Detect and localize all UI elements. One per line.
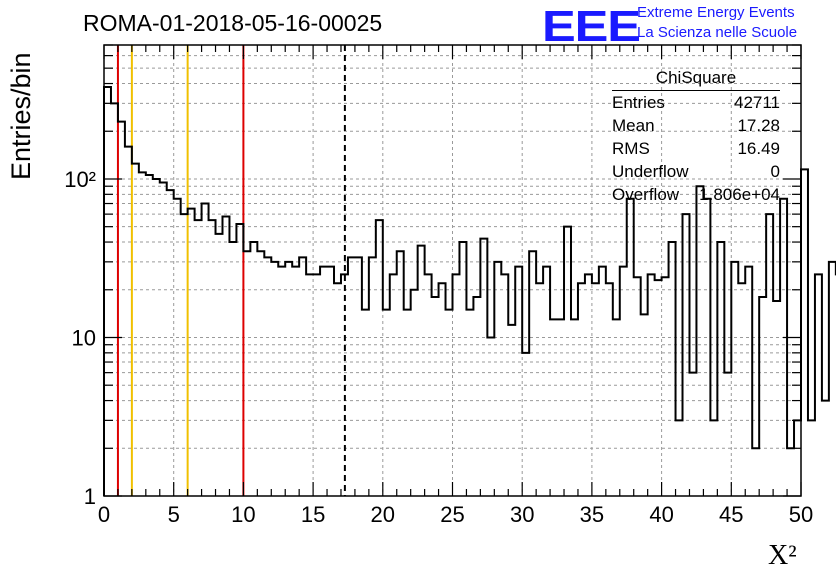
eee-logo: EEE <box>542 2 641 51</box>
y-tick-label: 10 <box>72 325 96 350</box>
x-tick-label: 25 <box>440 502 464 527</box>
axis-tick-labels: 0 5 10 15 20 25 30 35 40 45 50 1 10 10² <box>64 167 813 527</box>
chart-title: ROMA-01-2018-05-16-00025 <box>83 10 383 36</box>
stats-label: Entries <box>612 93 665 112</box>
y-axis-label: Entries/bin <box>6 52 36 180</box>
x-tick-label: 20 <box>371 502 395 527</box>
stats-title: ChiSquare <box>612 68 780 91</box>
x-axis-label: X² <box>768 540 797 571</box>
stats-value: 0 <box>770 162 780 181</box>
stats-row: Entries 42711 <box>612 91 780 114</box>
axis-ticks <box>103 44 802 497</box>
stats-label: Mean <box>612 116 655 135</box>
stats-row: Overflow 1.806e+04 <box>612 183 780 206</box>
x-tick-label: 40 <box>649 502 673 527</box>
x-tick-label: 30 <box>510 502 534 527</box>
x-tick-label: 15 <box>301 502 325 527</box>
stats-row: Mean 17.28 <box>612 114 780 137</box>
cut-lines <box>116 45 346 496</box>
stats-value: 17.28 <box>737 116 780 135</box>
histogram-step-line <box>103 86 836 496</box>
x-tick-label: 45 <box>719 502 743 527</box>
logo-subtitle-2: La Scienza nelle Scuole <box>637 24 798 41</box>
stats-value: 1.806e+04 <box>699 185 780 204</box>
logo-subtitle-1: Extreme Energy Events <box>637 4 795 21</box>
grid-lines <box>104 45 801 496</box>
x-tick-label: 10 <box>231 502 255 527</box>
stats-row: RMS 16.49 <box>612 137 780 160</box>
stats-value: 42711 <box>733 93 780 112</box>
stats-box: ChiSquare Entries 42711 Mean 17.28 RMS 1… <box>612 68 780 206</box>
stats-value: 16.49 <box>737 139 780 158</box>
stats-label: Overflow <box>612 185 680 204</box>
x-tick-label: 50 <box>789 502 813 527</box>
stats-label: Underflow <box>612 162 689 181</box>
x-tick-label: 5 <box>168 502 180 527</box>
stats-label: RMS <box>612 139 650 158</box>
x-tick-label: 0 <box>98 502 110 527</box>
y-tick-label: 1 <box>84 484 96 509</box>
y-tick-label: 10² <box>64 167 96 192</box>
stats-row: Underflow 0 <box>612 160 780 183</box>
x-tick-label: 35 <box>580 502 604 527</box>
